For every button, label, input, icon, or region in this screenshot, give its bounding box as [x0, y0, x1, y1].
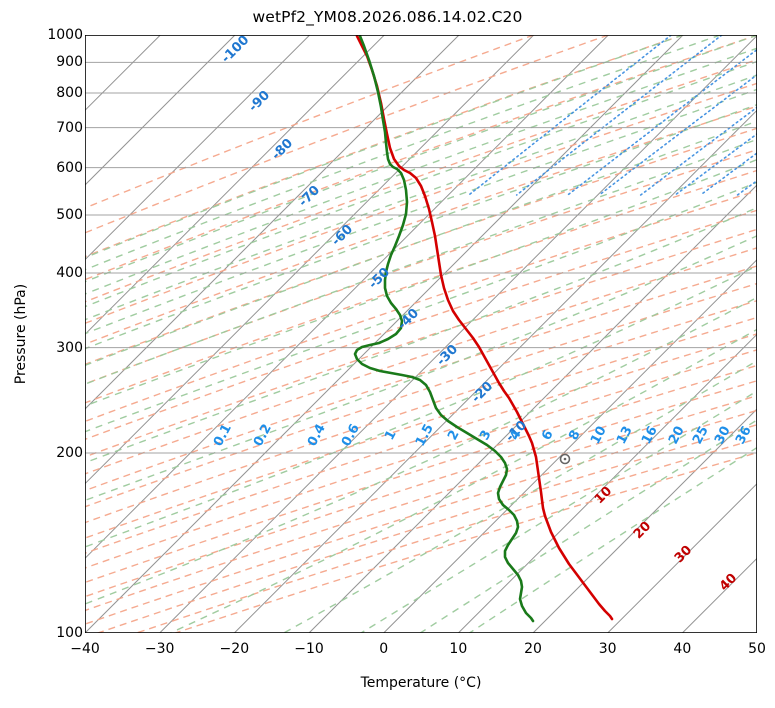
plot-area: Pressure (hPa) Temperature (°C) -100 -90-… [13, 27, 766, 691]
y-axis-tick-label: 900 [56, 54, 83, 71]
x-axis-tick-label: −40 [70, 641, 100, 657]
x-axis-tick-label: −30 [144, 641, 175, 657]
x-axis-tick-label: 50 [748, 641, 766, 657]
y-axis-tick-label: 100 [56, 625, 83, 641]
x-axis-tick-label: −20 [219, 641, 250, 657]
x-axis-tick-label: 10 [449, 641, 468, 657]
y-axis-tick-label: 600 [56, 159, 83, 176]
chart-title: wetPf2_YM08.2026.086.14.02.C20 [252, 8, 523, 26]
x-axis-label: Temperature (°C) [360, 675, 482, 691]
y-axis-tick-label: 400 [56, 264, 83, 281]
y-axis-tick-label: 500 [56, 207, 83, 224]
lcl-marker [559, 453, 571, 465]
x-axis-tick-label: −10 [294, 641, 324, 657]
x-axis-tick-label: 30 [598, 641, 617, 657]
y-axis-tick-label: 1000 [47, 27, 83, 43]
x-axis-tick-label: 20 [524, 641, 542, 657]
y-axis-tick-label: 700 [56, 119, 83, 136]
temperature-profile-line [355, 35, 614, 621]
dewpoint-profile-line [353, 35, 535, 623]
y-axis-label: Pressure (hPa) [13, 283, 29, 385]
x-axis-tick-label: 40 [673, 641, 692, 657]
y-axis-tick-label: 800 [56, 84, 83, 101]
x-axis-tick-label: 0 [379, 641, 389, 657]
y-axis-tick-label: 300 [56, 339, 83, 356]
skewt-canvas: -100-90-80-70-60-50-40-30-20-100.1 0.2 0.4… [85, 35, 757, 633]
y-axis-tick-label: 200 [56, 444, 83, 461]
